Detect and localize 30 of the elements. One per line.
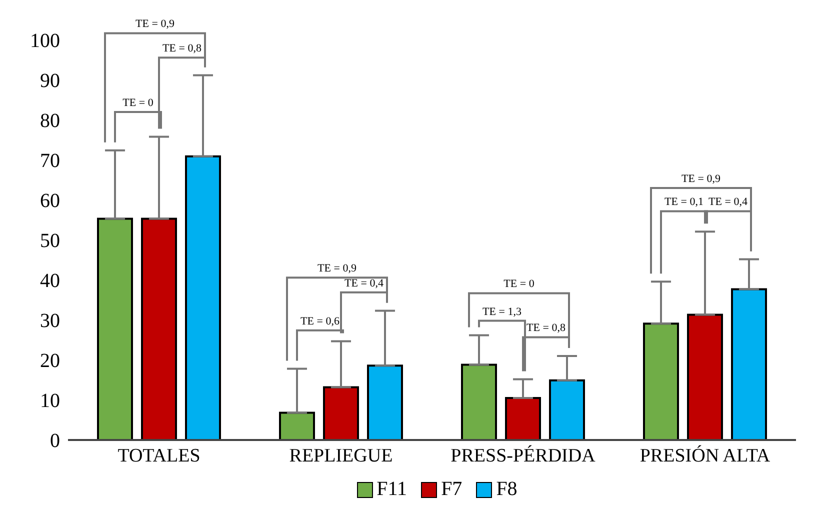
annotation: TE = 0,4 <box>344 277 384 290</box>
annotation: TE = 0,4 <box>708 196 748 208</box>
y-tick-label: 100 <box>30 30 60 52</box>
annotation: TE = 0 <box>122 97 154 109</box>
x-tick-label: REPLIEGUE <box>289 445 393 466</box>
y-tick-label: 60 <box>40 190 60 212</box>
y-tick-label: 70 <box>40 150 60 172</box>
annotation: TE = 0,8 <box>526 322 566 334</box>
y-tick-label: 90 <box>40 70 60 92</box>
annotation: TE = 0,8 <box>162 42 202 55</box>
legend-label: F7 <box>440 478 462 501</box>
x-tick-label: PRESS-PÉRDIDA <box>450 444 596 466</box>
x-tick-label: TOTALES <box>118 445 200 466</box>
annotation: TE = 0,1 <box>664 196 704 208</box>
y-tick-label: 40 <box>40 270 60 292</box>
text: TE = 0,9 <box>136 18 175 30</box>
legend-label: F11 <box>376 478 408 501</box>
annotation: TE = 0,9 <box>682 173 721 185</box>
annotation: TE = 0 <box>504 278 535 290</box>
y-tick-label: 30 <box>40 310 60 332</box>
annotation: TE = 0,6 <box>300 315 340 328</box>
y-tick-label: 50 <box>40 230 60 252</box>
y-tick-label: 0 <box>50 430 60 452</box>
legend-label: F8 <box>495 478 518 501</box>
x-tick-label: PRESIÓN ALTA <box>640 444 770 466</box>
y-tick-label: 80 <box>40 110 60 132</box>
y-tick-label: 10 <box>40 390 60 412</box>
annotation: TE = 1,3 <box>482 306 522 318</box>
annotation: TE = 0,9 <box>318 262 357 275</box>
y-tick-label: 20 <box>40 350 60 372</box>
